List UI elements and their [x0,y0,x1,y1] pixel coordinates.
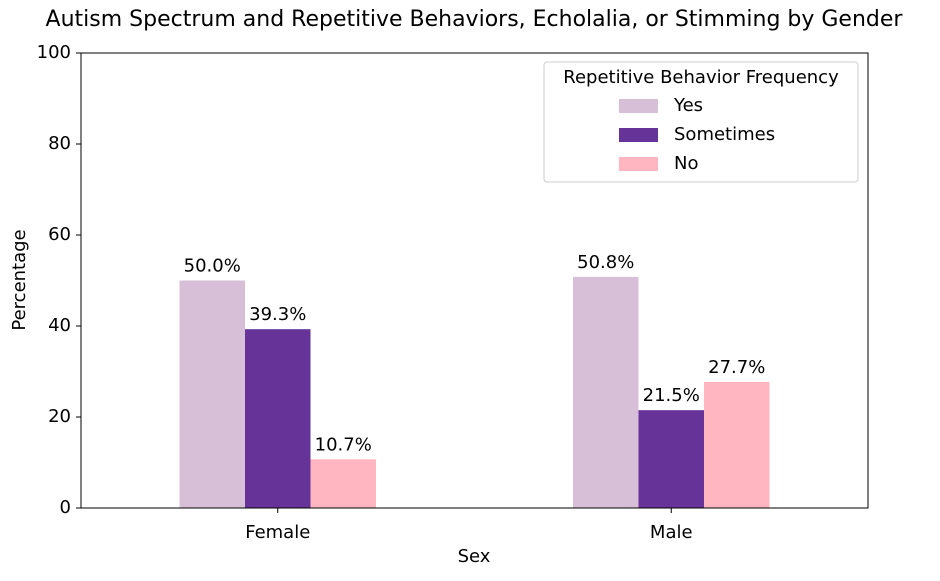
bar [573,276,639,508]
chart-title: Autism Spectrum and Repetitive Behaviors… [46,7,904,32]
y-tick-label: 40 [48,315,71,336]
y-tick-label: 80 [48,133,71,154]
legend-label: Yes [673,95,703,116]
x-tick-label: Male [650,522,693,543]
legend-swatch [619,128,658,142]
value-label: 21.5% [643,385,700,406]
value-label: 10.7% [315,434,372,455]
y-tick-label: 0 [60,497,71,518]
bar [179,280,245,508]
legend-label: No [674,153,698,174]
value-label: 50.8% [577,252,634,273]
legend-box [543,61,859,183]
y-tick-label: 60 [48,224,71,245]
value-label: 27.7% [708,357,765,378]
plot-frame [80,52,869,509]
y-tick-label: 100 [37,42,71,63]
y-tick-label: 20 [48,406,71,427]
legend-swatch [619,157,658,171]
bar [310,459,376,508]
value-label: 50.0% [184,256,241,277]
legend-title: Repetitive Behavior Frequency [563,67,839,88]
x-tick-label: Female [245,522,310,543]
value-label: 39.3% [249,304,306,325]
y-axis-label: Percentage [9,229,30,330]
legend-swatch [619,99,658,113]
x-axis-label: Sex [458,546,491,567]
bar [704,381,770,508]
bar [638,410,704,508]
legend-label: Sometimes [674,124,775,145]
bar [245,329,311,508]
